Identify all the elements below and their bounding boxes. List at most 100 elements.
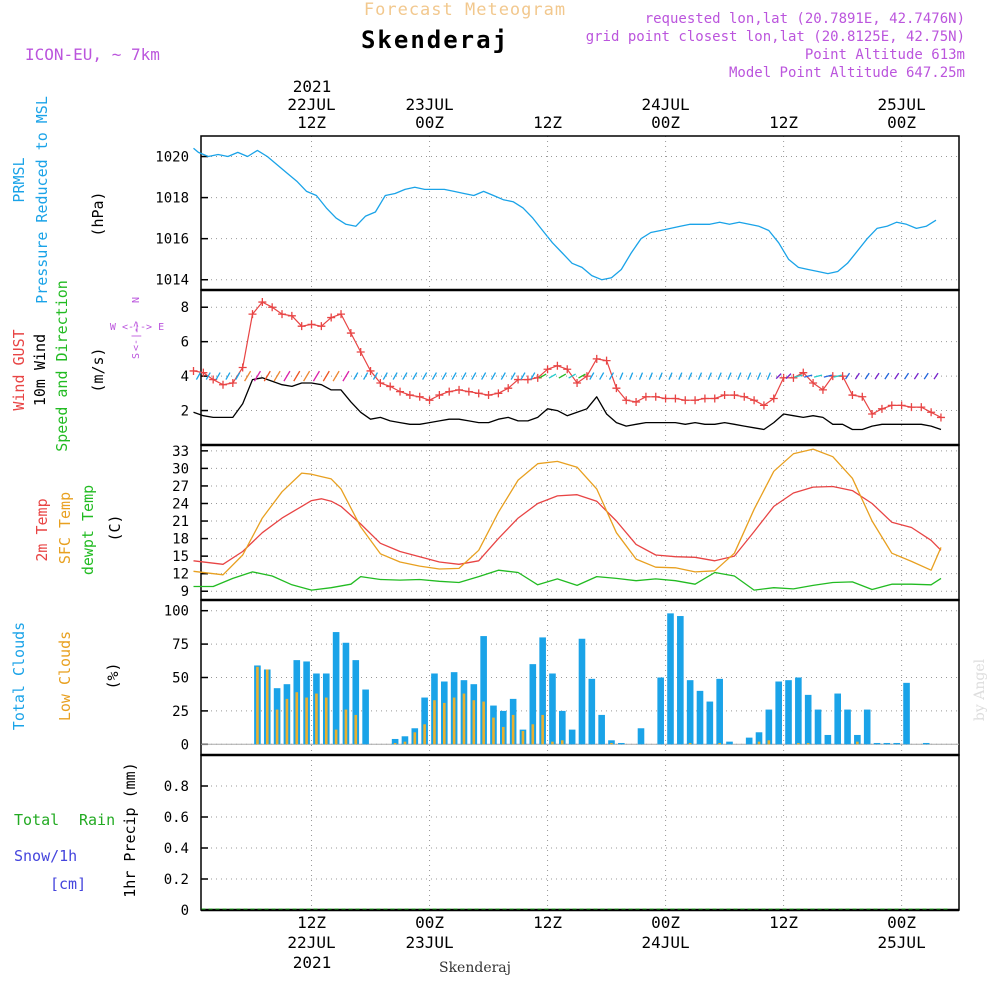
total-cloud-bar bbox=[863, 709, 871, 745]
gust-marker bbox=[809, 379, 818, 387]
total-cloud-bar bbox=[814, 709, 822, 745]
y-tick-labels: 1014101610181020246891215182124273033025… bbox=[155, 150, 189, 919]
wind-direction-arrow bbox=[933, 372, 939, 380]
wind-direction-arrow bbox=[322, 370, 330, 382]
wind-line bbox=[193, 377, 942, 431]
y-tick-label: 0 bbox=[181, 903, 189, 919]
wind-direction-arrow bbox=[756, 372, 762, 380]
low-cloud-bar bbox=[492, 717, 495, 745]
bottom-date-label: 24JUL bbox=[641, 933, 689, 952]
total-cloud-bar bbox=[529, 664, 537, 745]
gust-marker bbox=[415, 392, 424, 401]
wind-direction-arrow bbox=[737, 372, 742, 380]
dewpoint-line bbox=[193, 569, 942, 591]
gust-marker bbox=[661, 394, 670, 403]
gust-marker bbox=[219, 380, 228, 389]
gust-marker bbox=[258, 298, 267, 307]
gust-marker bbox=[592, 354, 601, 363]
wind-direction-arrow bbox=[372, 372, 379, 380]
compass-s: S bbox=[131, 353, 142, 359]
total-cloud-bar bbox=[716, 678, 723, 745]
gust-marker bbox=[553, 361, 562, 370]
low-cloud-bar bbox=[275, 709, 279, 745]
gust-marker bbox=[720, 391, 729, 400]
wind-direction-arrow bbox=[471, 372, 477, 380]
low-cloud-bar bbox=[393, 742, 397, 745]
low-cloud-bar bbox=[256, 666, 259, 745]
gust-marker bbox=[848, 391, 857, 400]
y-tick-label: 100 bbox=[164, 604, 189, 620]
wind-direction-arrow bbox=[775, 373, 782, 380]
wind-direction-arrow bbox=[913, 372, 919, 380]
top-date-label: 23JUL bbox=[405, 95, 453, 114]
gust-marker bbox=[248, 310, 257, 319]
total-cloud-bar bbox=[401, 736, 409, 745]
temp-2m-line bbox=[193, 485, 942, 565]
wind-direction-arrow bbox=[608, 372, 615, 380]
wind-direction-arrow bbox=[273, 370, 281, 382]
y-tick-label: 1016 bbox=[155, 232, 189, 248]
model-label: ICON-EU, ~ 7km bbox=[25, 45, 160, 64]
gust-marker bbox=[445, 387, 454, 396]
wind-direction-arrow bbox=[894, 372, 900, 380]
wind-direction-arrow bbox=[874, 372, 880, 380]
wind-direction-arrow bbox=[854, 372, 860, 380]
gust-marker bbox=[307, 320, 316, 329]
total-cloud-bar bbox=[785, 680, 792, 745]
wind-direction-arrow bbox=[538, 373, 547, 379]
y-tick-label: 18 bbox=[172, 532, 189, 548]
bottom-hour-label: 12Z bbox=[297, 913, 326, 932]
gust-marker bbox=[238, 363, 247, 372]
gust-marker bbox=[278, 310, 287, 319]
gust-marker bbox=[641, 392, 650, 401]
wind-direction-arrow bbox=[589, 372, 595, 380]
total-cloud-bar bbox=[706, 701, 714, 745]
total-cloud-bar bbox=[844, 709, 851, 745]
total-cloud-bar bbox=[539, 637, 546, 745]
low-cloud-bar bbox=[305, 697, 308, 745]
gridpoint-coords: grid point closest lon,lat (20.8125E, 42… bbox=[586, 29, 965, 45]
gust-marker bbox=[858, 392, 867, 401]
wind-direction-arrow bbox=[225, 372, 231, 380]
low-cloud-bar bbox=[452, 697, 456, 745]
wind-direction-arrow bbox=[638, 372, 644, 380]
wind-direction-arrow bbox=[283, 370, 291, 382]
low-cloud-bar bbox=[354, 714, 358, 745]
gust-marker bbox=[268, 303, 277, 312]
gust-marker bbox=[917, 403, 926, 412]
wind-direction-arrow bbox=[431, 372, 438, 380]
total-cloud-bar bbox=[332, 632, 340, 745]
y-tick-label: 1014 bbox=[155, 273, 189, 289]
gust-marker bbox=[602, 356, 611, 365]
wind-direction-arrow bbox=[392, 372, 398, 380]
gust-marker bbox=[297, 322, 306, 331]
wind-direction-arrow bbox=[903, 372, 910, 380]
wind-direction-arrow bbox=[648, 372, 653, 380]
total-cloud-bar bbox=[391, 738, 399, 745]
wind-direction-arrow bbox=[717, 372, 722, 380]
top-date-label: 25JUL bbox=[878, 95, 926, 114]
low-cloud-bar bbox=[344, 709, 348, 745]
wind-panel bbox=[189, 298, 945, 431]
top-hour-label: 12Z bbox=[297, 113, 326, 132]
total-cloud-bar bbox=[854, 734, 861, 745]
panel-grids bbox=[201, 136, 959, 911]
gust-marker bbox=[730, 391, 739, 400]
y-tick-label: 0.2 bbox=[164, 872, 189, 888]
gust-marker bbox=[700, 394, 709, 403]
wind-direction-arrow bbox=[813, 374, 823, 378]
wind-direction-arrow bbox=[530, 372, 536, 380]
low-cloud-bar bbox=[462, 693, 466, 745]
total-cloud-bar bbox=[834, 693, 841, 745]
top-hour-label: 12Z bbox=[533, 113, 562, 132]
total-cloud-bar bbox=[745, 737, 753, 745]
low-cloud-bar bbox=[551, 741, 554, 745]
wind-direction-arrow bbox=[353, 372, 359, 380]
low-cloud-bar bbox=[315, 693, 318, 745]
y-tick-label: 0.4 bbox=[164, 841, 189, 857]
gust-marker bbox=[936, 413, 945, 422]
low-cloud-bar bbox=[757, 741, 761, 745]
wind-direction-arrow bbox=[244, 370, 252, 382]
clouds-panel bbox=[201, 613, 959, 745]
